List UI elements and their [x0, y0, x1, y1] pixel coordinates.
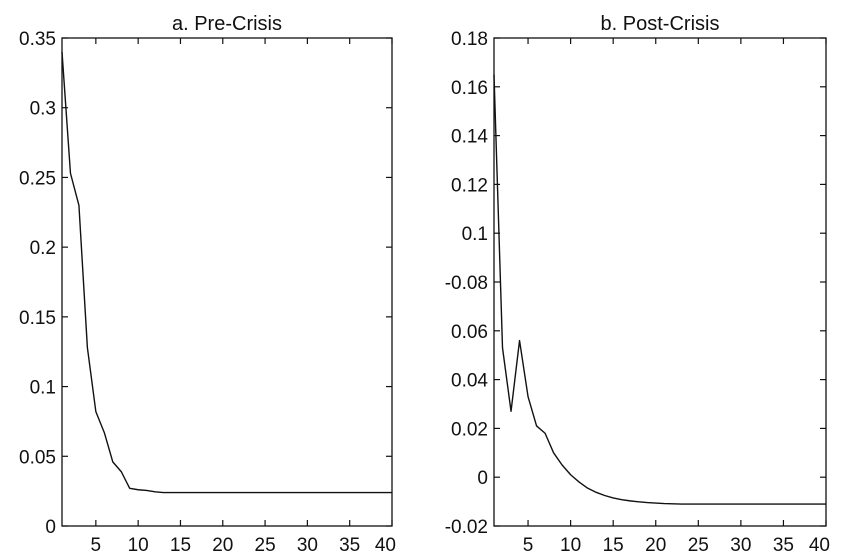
y-tick-label: 0.12	[451, 175, 488, 196]
y-tick-label: 0.1	[30, 378, 56, 399]
x-tick-label: 20	[645, 535, 666, 555]
series-line-1	[61, 51, 392, 494]
x-tick-label: 15	[170, 535, 191, 555]
y-tick-label: 0.05	[19, 447, 56, 468]
x-tick-label: 25	[255, 535, 276, 555]
y-tick-label: -0.02	[445, 517, 488, 538]
chart-panel-1: a. Pre-Crisis 0 0.05 0.1 0.15 0.2 0.25 0.3 0.35 5…	[19, 13, 396, 555]
x-tick-label: 40	[375, 535, 396, 555]
chart-title: a. Pre-Crisis	[172, 13, 282, 35]
x-tick-label: 5	[91, 535, 102, 555]
y-tick-label: 0.06	[451, 322, 488, 343]
y-tick-label: 0.3	[30, 99, 56, 120]
y-tick-label: 0.1	[462, 224, 488, 245]
x-tick-label: 10	[128, 535, 149, 555]
x-tick-label: 35	[773, 535, 794, 555]
chart-panel-2: b. Post-Crisis -0.02 0 0.02 0.04 0.06 -0.08 0.1…	[445, 13, 830, 555]
y-tick-label: 0.02	[451, 419, 488, 440]
series-line-1	[493, 74, 826, 505]
y-tick-label: 0.16	[451, 78, 488, 99]
y-tick-label: -0.08	[445, 273, 488, 294]
x-tick-label: 10	[560, 535, 581, 555]
x-tick-label: 40	[809, 535, 830, 555]
x-tick-label: 35	[339, 535, 360, 555]
chart-title: b. Post-Crisis	[601, 13, 720, 35]
x-tick-label: 30	[297, 535, 318, 555]
y-tick-label: 0.04	[451, 371, 488, 392]
x-tick-label: 5	[523, 535, 534, 555]
plot-frame	[61, 37, 393, 527]
y-tick-label: 0.15	[19, 308, 56, 329]
x-tick-label: 15	[603, 535, 624, 555]
y-tick-label: 0	[45, 517, 56, 538]
y-tick-label: 0.35	[19, 29, 56, 50]
y-tick-label: 0.2	[30, 238, 56, 259]
x-tick-label: 30	[730, 535, 751, 555]
y-tick-label: 0.25	[19, 168, 56, 189]
plot-frame	[493, 37, 827, 527]
y-tick-label: 0.18	[451, 29, 488, 50]
x-tick-label: 20	[212, 535, 233, 555]
y-tick-label: 0.14	[451, 127, 488, 148]
y-tick-label: 0	[477, 468, 488, 489]
x-tick-label: 25	[688, 535, 709, 555]
